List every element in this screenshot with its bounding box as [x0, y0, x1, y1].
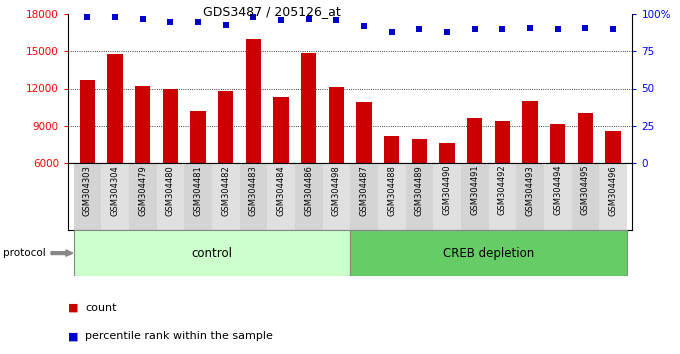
Point [109, 14, 120, 20]
Bar [571, 163, 599, 230]
Text: ■: ■ [68, 303, 78, 313]
Bar [107, 54, 122, 163]
Text: GSM304479: GSM304479 [138, 165, 147, 216]
Text: GSM304490: GSM304490 [443, 165, 452, 216]
Bar [467, 118, 482, 163]
Text: GSM304495: GSM304495 [581, 165, 590, 216]
Text: control: control [191, 247, 233, 259]
Bar [405, 163, 433, 230]
Text: percentile rank within the sample: percentile rank within the sample [85, 331, 273, 341]
Text: GSM304486: GSM304486 [304, 165, 313, 216]
Text: GSM304483: GSM304483 [249, 165, 258, 216]
Bar [605, 131, 621, 163]
Point [248, 14, 259, 20]
Bar [101, 163, 129, 230]
Bar [578, 113, 593, 163]
Point [137, 16, 148, 22]
Text: protocol: protocol [3, 248, 46, 258]
Bar [412, 139, 427, 163]
Point [331, 17, 342, 23]
Bar [522, 101, 538, 163]
Point [414, 26, 425, 32]
Bar [73, 163, 101, 230]
Bar [550, 124, 565, 163]
Bar [461, 163, 488, 230]
Text: GSM304480: GSM304480 [166, 165, 175, 216]
Text: GSM304494: GSM304494 [554, 165, 562, 216]
Point [165, 19, 176, 24]
Bar [156, 163, 184, 230]
Text: ■: ■ [68, 331, 78, 341]
Bar [163, 88, 178, 163]
Text: GSM304484: GSM304484 [277, 165, 286, 216]
Bar [135, 86, 150, 163]
Point [386, 29, 397, 35]
Text: GSM304489: GSM304489 [415, 165, 424, 216]
Bar [212, 163, 239, 230]
Text: GSM304498: GSM304498 [332, 165, 341, 216]
Text: GSM304491: GSM304491 [470, 165, 479, 216]
Bar [190, 111, 205, 163]
Text: GSM304482: GSM304482 [221, 165, 231, 216]
Bar [350, 163, 378, 230]
Bar [544, 163, 571, 230]
Bar [239, 163, 267, 230]
Point [552, 26, 563, 32]
Bar [384, 136, 399, 163]
Text: GSM304304: GSM304304 [111, 165, 120, 216]
Bar [378, 163, 405, 230]
Bar [516, 163, 544, 230]
Bar [267, 163, 295, 230]
Bar [273, 97, 288, 163]
Bar [495, 121, 510, 163]
Text: GSM304487: GSM304487 [360, 165, 369, 216]
Bar [80, 80, 95, 163]
Point [441, 29, 452, 35]
Point [497, 26, 508, 32]
Bar [218, 91, 233, 163]
Text: CREB depletion: CREB depletion [443, 247, 534, 259]
Bar [73, 230, 350, 276]
Bar [184, 163, 212, 230]
Bar [245, 39, 261, 163]
Point [220, 22, 231, 27]
Text: GSM304303: GSM304303 [83, 165, 92, 216]
Point [469, 26, 480, 32]
Bar [488, 163, 516, 230]
Point [275, 17, 286, 23]
Point [192, 19, 203, 24]
Bar [439, 143, 455, 163]
Bar [129, 163, 156, 230]
Text: GSM304492: GSM304492 [498, 165, 507, 216]
Text: GSM304481: GSM304481 [194, 165, 203, 216]
Point [608, 26, 619, 32]
Bar [356, 102, 372, 163]
Point [580, 25, 591, 30]
Bar [599, 163, 627, 230]
Bar [433, 163, 461, 230]
Text: GSM304493: GSM304493 [526, 165, 534, 216]
Text: count: count [85, 303, 116, 313]
Point [303, 16, 314, 22]
Point [82, 14, 92, 20]
Point [524, 25, 535, 30]
Bar [350, 230, 627, 276]
Text: GDS3487 / 205126_at: GDS3487 / 205126_at [203, 5, 341, 18]
Bar [328, 87, 344, 163]
Text: GSM304488: GSM304488 [387, 165, 396, 216]
Bar [301, 53, 316, 163]
Point [358, 23, 369, 29]
Bar [322, 163, 350, 230]
Bar [295, 163, 322, 230]
Text: GSM304496: GSM304496 [609, 165, 617, 216]
